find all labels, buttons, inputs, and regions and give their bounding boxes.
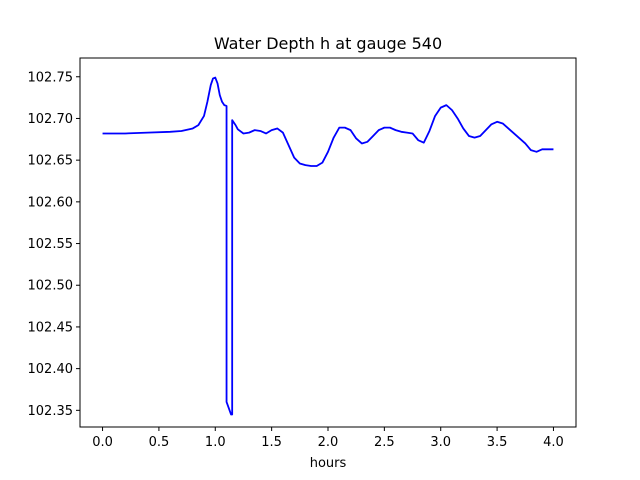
x-tick-label: 1.0 [205, 435, 226, 450]
y-axis: 102.35 102.40 102.45 102.50 102.55 102.60 102.… [28, 70, 80, 419]
y-tick-label: 102.35 [28, 404, 74, 419]
y-tick-label: 102.75 [28, 70, 74, 85]
x-tick-label: 2.0 [318, 435, 339, 450]
x-tick-label: 4.0 [543, 435, 564, 450]
y-tick-label: 102.60 [28, 195, 74, 210]
x-tick-label: 1.5 [261, 435, 282, 450]
x-tick-label: 2.5 [374, 435, 395, 450]
x-tick-label: 3.0 [430, 435, 451, 450]
y-tick-label: 102.65 [28, 154, 74, 169]
x-tick-label: 0.0 [92, 435, 113, 450]
x-axis: 0.0 0.5 1.0 1.5 2.0 2.5 3.0 3.5 4.0 [92, 427, 564, 450]
y-tick-label: 102.45 [28, 320, 74, 335]
chart-title: Water Depth h at gauge 540 [214, 34, 442, 53]
y-tick-label: 102.55 [28, 237, 74, 252]
x-tick-label: 3.5 [487, 435, 508, 450]
y-tick-label: 102.70 [28, 112, 74, 127]
y-tick-label: 102.40 [28, 362, 74, 377]
y-tick-label: 102.50 [28, 279, 74, 294]
plot-area-frame [79, 57, 577, 428]
x-axis-label: hours [310, 456, 347, 471]
x-tick-label: 0.5 [149, 435, 170, 450]
series-line [102, 76, 554, 416]
